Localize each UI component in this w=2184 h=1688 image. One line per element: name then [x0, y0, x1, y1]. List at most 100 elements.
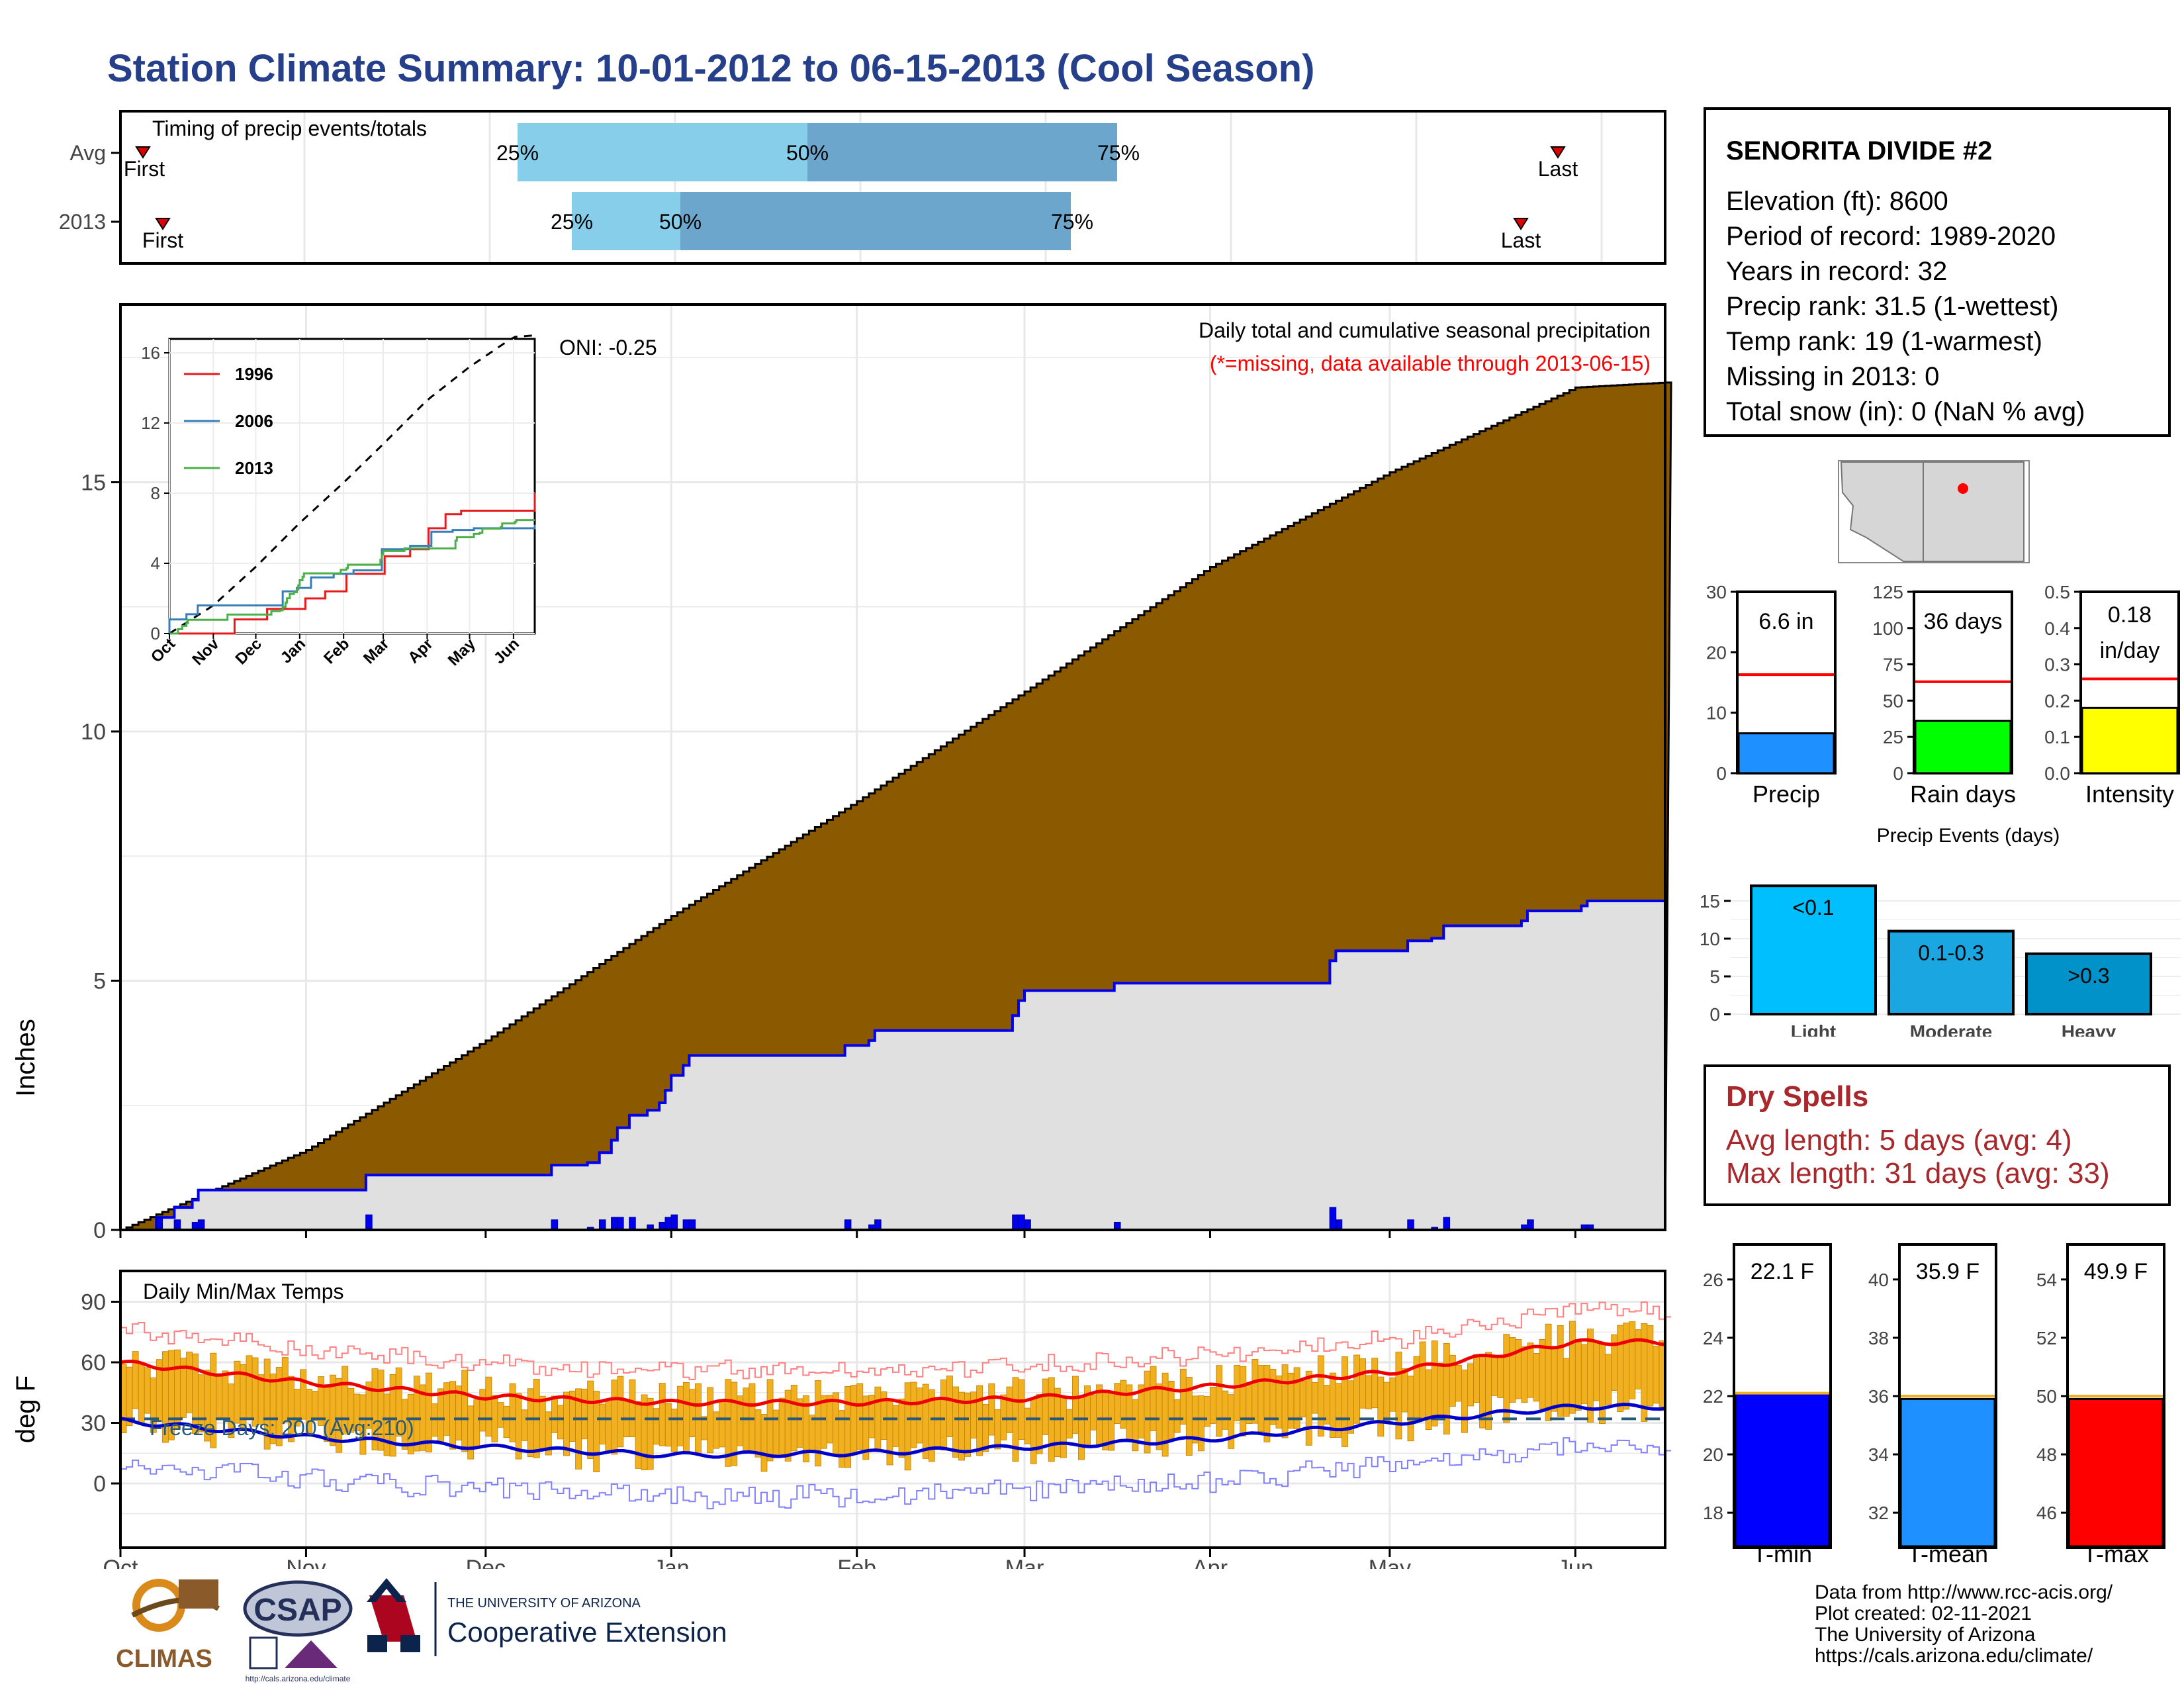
inset-grid — [169, 339, 535, 634]
daily-precip-bar — [670, 1214, 678, 1231]
int-y-tick: 0.1 — [2044, 727, 2070, 747]
temp-x-tick: Feb — [837, 1556, 876, 1569]
daily-temp-bar — [754, 1409, 762, 1458]
rain-days-bar — [1914, 720, 2012, 774]
daily-temp-bar — [1574, 1341, 1582, 1411]
daily-temp-bar — [1443, 1342, 1450, 1434]
daily-temp-bar — [539, 1395, 546, 1449]
daily-temp-bar — [1533, 1353, 1540, 1402]
inset-y-tick: 0 — [151, 624, 160, 643]
daily-temp-bar — [994, 1409, 1001, 1450]
daily-temp-bar — [1521, 1346, 1528, 1403]
daily-temp-bar — [1114, 1383, 1121, 1425]
tmin-y-tick: 24 — [1703, 1328, 1723, 1348]
precip-x-axis — [119, 1230, 1576, 1238]
station-precip-rank: Precip rank: 31.5 (1-wettest) — [1726, 292, 2059, 321]
daily-temp-bar — [1156, 1383, 1163, 1450]
temp-frame — [119, 1270, 1666, 1549]
daily-temp-bar — [946, 1376, 953, 1438]
event-bar-light — [1750, 884, 1877, 1015]
locator-map — [1838, 460, 2030, 563]
daily-temp-bar — [1263, 1365, 1271, 1442]
daily-temp-bar — [719, 1400, 726, 1448]
daily-temp-bar — [1365, 1375, 1373, 1409]
daily-temp-bar — [1425, 1369, 1432, 1430]
inset-legend: 1996 2006 2013 — [184, 364, 273, 478]
daily-temp-bar — [1497, 1357, 1504, 1398]
intensity-chart: 0.18 in/day Intensity 0.0 0.1 0.2 0.3 0.4 0.5 — [2044, 582, 2180, 808]
daily-temp-bar — [664, 1403, 672, 1447]
event-bar-label: <0.1 — [1792, 896, 1834, 919]
daily-temp-bar — [1353, 1354, 1361, 1424]
legend-2006-label: 2006 — [235, 411, 273, 431]
timing-avg-p25-label: 25% — [496, 141, 539, 165]
temp-x-axis: Oct Nov Dec Jan Feb Mar Apr May Jun — [103, 1548, 1594, 1569]
inset-avg-line — [169, 334, 532, 635]
tmean-bar — [1899, 1397, 1996, 1548]
daily-temp-bar — [1563, 1358, 1570, 1417]
2013-cumulative-area — [120, 900, 1666, 1231]
daily-temp-bar — [659, 1383, 666, 1446]
daily-temp-bar — [557, 1405, 564, 1440]
tmin-y-tick: 20 — [1703, 1444, 1723, 1465]
dry-spells-max: Max length: 31 days (avg: 33) — [1726, 1157, 2110, 1190]
tmin-value: 22.1 F — [1751, 1259, 1814, 1284]
tmean-y-tick: 38 — [1868, 1328, 1889, 1348]
event-category-label: Moderate — [1910, 1021, 1992, 1037]
daily-temp-bar — [1473, 1354, 1480, 1403]
daily-temp-bar — [647, 1397, 654, 1470]
precip-y-tick: 0 — [93, 1218, 106, 1238]
temp-x-tick: Oct — [103, 1556, 138, 1569]
daily-temp-bar — [497, 1402, 504, 1428]
daily-temp-bar — [1240, 1366, 1247, 1436]
precip-y-tick: 10 — [1706, 703, 1727, 724]
daily-temp-bar — [682, 1382, 690, 1454]
temp-y-tick: 30 — [81, 1411, 106, 1436]
daily-temp-bar — [1234, 1365, 1241, 1421]
daily-temp-bar — [1342, 1356, 1348, 1447]
daily-precip-bar — [1407, 1219, 1414, 1231]
daily-temp-bar — [1431, 1340, 1438, 1427]
daily-temp-bar — [1653, 1346, 1660, 1404]
temp-panel-label: Daily Min/Max Temps — [143, 1280, 343, 1303]
daily-temp-bar — [856, 1383, 864, 1450]
tmax-bar — [2068, 1397, 2164, 1548]
daily-temp-bar — [1557, 1325, 1564, 1417]
daily-precip-bar — [1335, 1219, 1343, 1231]
precip-y-label: Inches — [11, 1019, 40, 1097]
freeze-days-label: Freeze Days: 200 (Avg:210) — [150, 1416, 414, 1440]
station-info-box: SENORITA DIVIDE #2 Elevation (ft): 8600 … — [1704, 107, 2171, 437]
daily-temp-bar — [234, 1360, 241, 1424]
event-category-label: Light — [1791, 1021, 1836, 1037]
daily-temp-bar — [1407, 1376, 1414, 1442]
tmax-y-tick: 46 — [2036, 1503, 2057, 1523]
daily-precip-bar — [598, 1219, 606, 1231]
inset-y-tick: 8 — [151, 483, 160, 503]
record-max-line — [120, 1301, 1672, 1380]
precip-y-tick: 30 — [1706, 582, 1727, 602]
daily-temp-bar — [521, 1409, 528, 1441]
credit-data-source: Data from http://www.rcc-acis.org/ — [1815, 1581, 2113, 1603]
daily-temp-bar — [743, 1387, 750, 1454]
timing-chart: Timing of precip events/totals Avg 2013 … — [59, 110, 1666, 265]
temp-y-tick: 90 — [81, 1290, 106, 1315]
daily-temp-bar — [670, 1409, 678, 1452]
daily-temp-bar — [904, 1382, 911, 1471]
temp-y-label: deg F — [11, 1376, 40, 1443]
tmin-y-tick: 18 — [1703, 1503, 1723, 1523]
rain-y-tick: 0 — [1893, 763, 1903, 784]
tmin-caption: T-min — [1752, 1540, 1812, 1568]
daily-temp-bar — [1030, 1398, 1037, 1464]
rain-y-tick: 50 — [1883, 690, 1903, 711]
temp-y-tick: 0 — [93, 1472, 106, 1497]
daily-temp-bar — [1060, 1397, 1067, 1458]
csap-logo: CSAP http://cals.arizona.edu/climate — [243, 1580, 353, 1683]
timing-avg-q1-bar — [518, 123, 807, 181]
timing-avg-first-label: First — [124, 157, 165, 181]
daily-temp-bar — [892, 1405, 899, 1447]
station-name: SENORITA DIVIDE #2 — [1726, 136, 1993, 165]
temp-summary-charts: 22.1 F T-min 18 20 22 24 26 35.9 F T-mean 32… — [1703, 1243, 2165, 1568]
daily-temp-bar — [1317, 1355, 1324, 1437]
daily-precip-bar — [629, 1217, 636, 1231]
daily-precip-bar — [1012, 1214, 1019, 1231]
